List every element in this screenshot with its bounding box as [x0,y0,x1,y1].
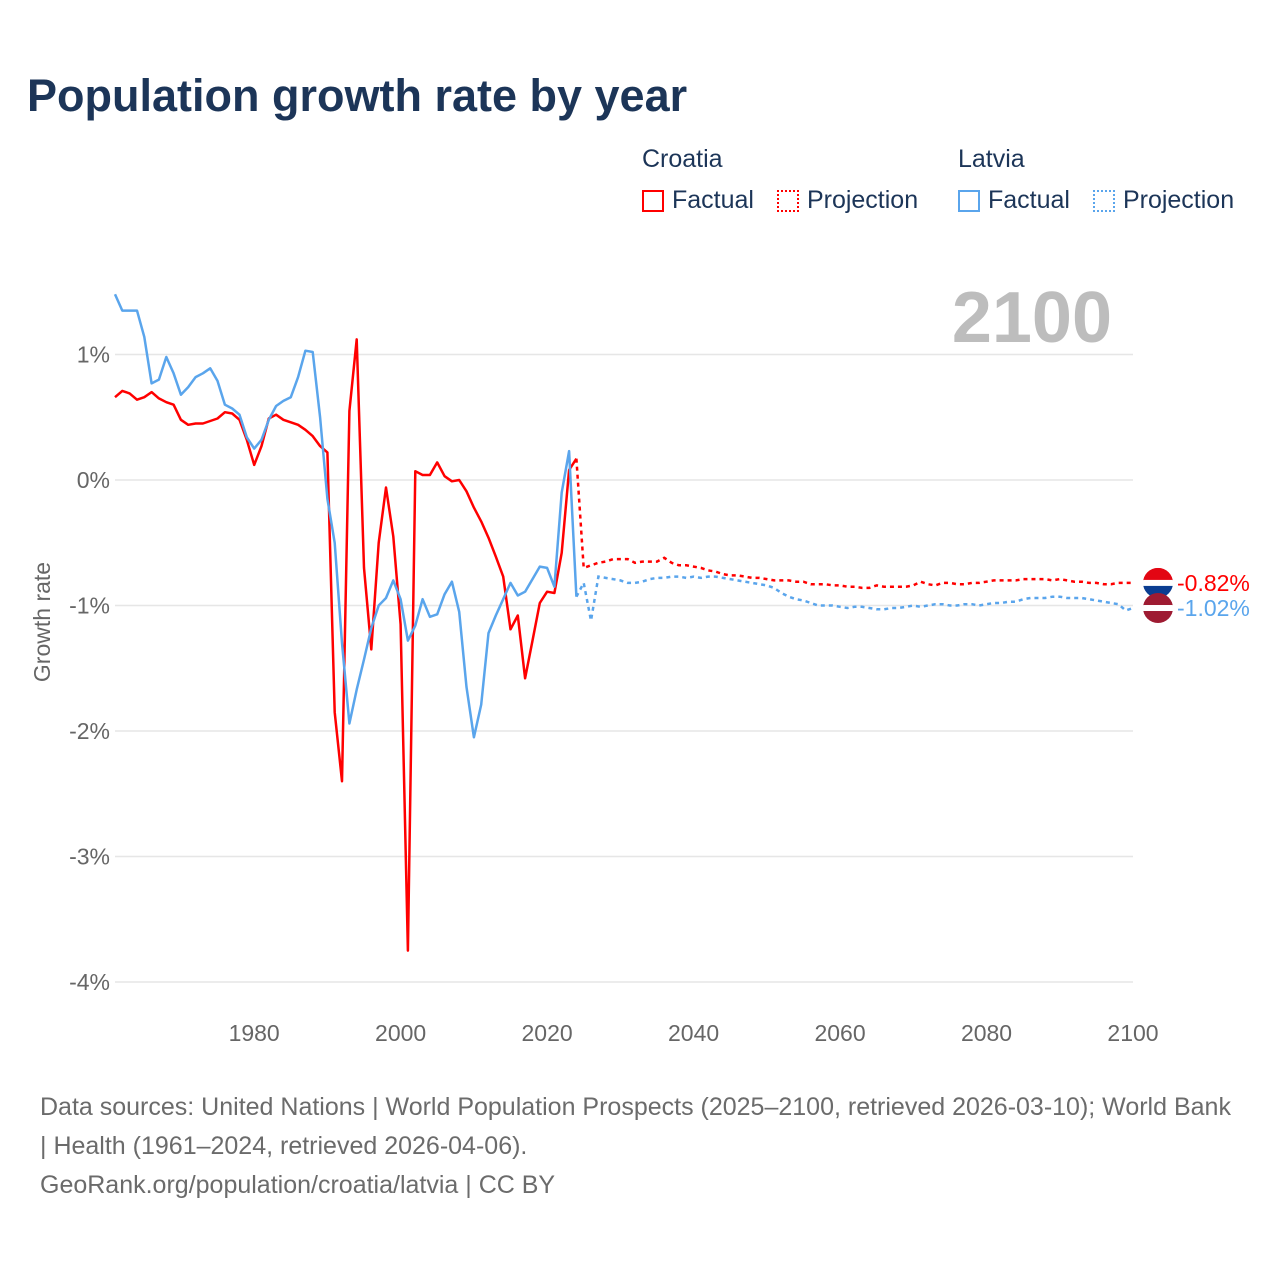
flag-stripe [1143,605,1173,612]
legend-label: Factual [988,186,1070,214]
chart-title: Population growth rate by year [27,70,688,121]
footer: Data sources: United Nations | World Pop… [40,1088,1240,1205]
flag-stripe [1143,611,1173,624]
data-sources: Data sources: United Nations | World Pop… [40,1093,1231,1160]
x-tick-label: 2060 [814,1020,865,1046]
legend-swatch-dotted [1092,189,1115,212]
y-tick-label: -1% [69,593,110,619]
latvia-end-label: -1.02% [1177,595,1250,621]
legend-swatch-solid [642,189,664,212]
croatia-projection-line [575,458,1133,590]
x-tick-label: 2040 [668,1020,719,1046]
flag-stripe [1143,593,1173,606]
legend-latvia-factual[interactable]: Factual [958,186,1070,215]
legend-label: Projection [806,186,919,214]
flag-stripe [1143,567,1173,581]
year-indicator: 2100 [952,278,1112,358]
credit-link[interactable]: GeoRank.org/population/croatia/latvia | … [40,1171,556,1199]
legend-label: Projection [1122,186,1235,214]
x-tick-label: 2020 [522,1020,573,1046]
legend-swatch-solid [958,189,980,212]
legend-country-croatia: Croatia [642,145,723,173]
y-tick-label: 0% [77,467,110,493]
y-axis-label: Growth rate [29,562,55,682]
y-tick-label: -4% [69,969,110,995]
legend-label: Factual [672,186,754,214]
y-tick-label: -2% [69,718,110,744]
flag-stripe [1143,579,1173,587]
legend-croatia-factual[interactable]: Factual [642,186,754,215]
latvia-factual-line [113,293,578,739]
legend-latvia: Latvia Factual Projection [958,145,1250,219]
croatia-flag-icon [1143,567,1173,598]
flag-stripe [1143,585,1173,598]
x-tick-label: 2000 [375,1020,426,1046]
x-tick-label: 2100 [1107,1020,1158,1046]
legend-swatch-dotted [776,189,799,212]
x-tick-label: 1980 [229,1020,280,1046]
latvia-projection-line [575,575,1134,621]
croatia-end-label: -0.82% [1177,570,1250,596]
y-tick-label: -3% [69,844,110,870]
legend-croatia-projection[interactable]: Projection [776,186,919,215]
croatia-factual-line [114,338,578,952]
latvia-flag-icon [1143,593,1173,624]
y-tick-label: 1% [77,342,110,368]
legend-country-latvia: Latvia [958,145,1025,173]
legend-latvia-projection[interactable]: Projection [1092,186,1235,215]
legend-croatia: Croatia Factual Projection [642,145,934,219]
x-tick-label: 2080 [961,1020,1012,1046]
